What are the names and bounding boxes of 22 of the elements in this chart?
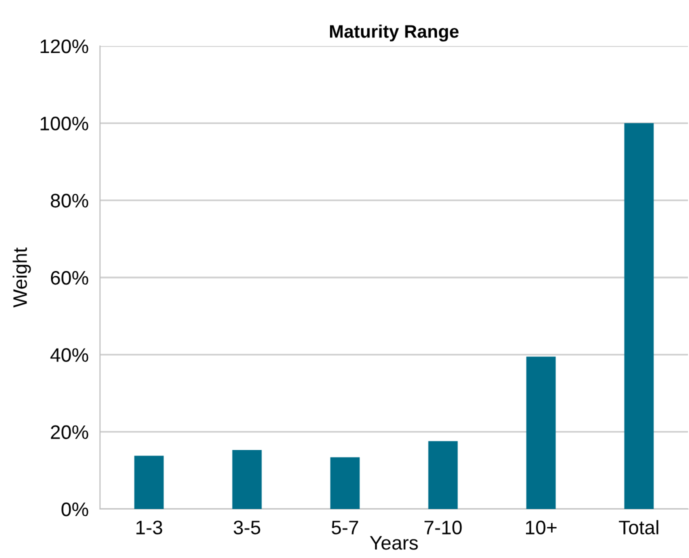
bar (428, 441, 458, 509)
x-tick-label: 7-10 (424, 520, 462, 534)
y-tick-label: 120% (40, 39, 88, 54)
x-axis-title: Years (370, 536, 418, 550)
y-axis-title: Weight (12, 248, 31, 308)
y-tick-label: 20% (50, 425, 88, 440)
bar (330, 457, 360, 509)
bar (526, 356, 556, 509)
chart-title: Maturity Range (330, 24, 459, 42)
y-tick-label: 100% (40, 116, 88, 130)
bar (232, 450, 262, 509)
y-tick-label: 60% (50, 270, 88, 285)
y-tick-label: 40% (50, 348, 88, 362)
y-tick-label: 80% (50, 194, 88, 208)
x-tick-label: 5-7 (332, 520, 358, 534)
x-tick-label: Total (618, 520, 658, 534)
bar (624, 123, 654, 509)
bar (134, 456, 164, 509)
y-tick-label: 0% (62, 502, 88, 516)
x-tick-label: 10+ (526, 520, 557, 534)
x-tick-label: 1-3 (136, 520, 162, 534)
x-tick-label: 3-5 (234, 520, 260, 534)
